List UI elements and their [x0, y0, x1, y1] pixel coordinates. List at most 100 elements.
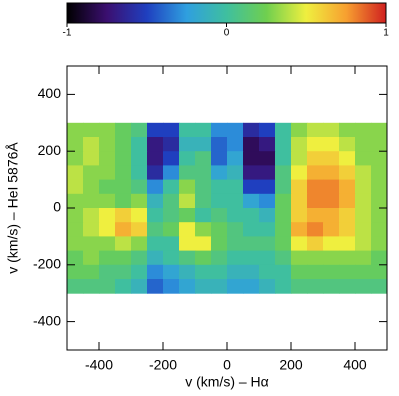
x-axis-title: v (km/s) – Hα: [185, 374, 269, 390]
heatmap-cell: [99, 151, 116, 166]
heatmap-cell: [339, 179, 356, 195]
heatmap-cell: [195, 179, 212, 195]
heatmap-cell: [195, 250, 212, 266]
colorbar-tick-label: 0: [224, 28, 230, 39]
heatmap-cell: [163, 179, 180, 195]
heatmap-cell: [163, 222, 180, 237]
heatmap-cell: [115, 208, 132, 223]
heatmap-cell: [131, 137, 148, 152]
heatmap-cell: [291, 151, 308, 166]
y-tick-label: -400: [33, 312, 61, 328]
heatmap-cell: [83, 264, 100, 280]
heatmap-cell: [275, 165, 292, 181]
heatmap-cell: [99, 236, 116, 252]
heatmap-cell: [355, 279, 372, 294]
heatmap-cell: [275, 151, 292, 166]
heatmap-cell: [355, 193, 372, 209]
heatmap-cell: [275, 279, 292, 294]
heatmap-cell: [339, 208, 356, 223]
x-tick-label: 200: [279, 357, 303, 373]
heatmap-cell: [227, 264, 244, 280]
heatmap-cell: [371, 250, 388, 266]
heatmap-cell: [355, 208, 372, 223]
heatmap-cell: [371, 208, 388, 223]
heatmap-cell: [307, 279, 324, 294]
heatmap-cell: [243, 122, 260, 138]
heatmap-cell: [115, 236, 132, 252]
heatmap-cell: [179, 208, 196, 223]
heatmap-cell: [339, 193, 356, 209]
heatmap-cell: [115, 264, 132, 280]
heatmap-cell: [323, 122, 340, 138]
y-tick-label: 400: [38, 85, 62, 101]
heatmap-cell: [163, 193, 180, 209]
heatmap-cell: [323, 165, 340, 181]
colorbar-tick-label: 1: [383, 28, 389, 39]
heatmap-cell: [67, 151, 84, 166]
y-tick-label: -200: [33, 256, 61, 272]
heatmap-cell: [179, 236, 196, 252]
heatmap-cell: [243, 193, 260, 209]
heatmap-cell: [227, 137, 244, 152]
heatmap-cell: [323, 250, 340, 266]
heatmap-cell: [227, 151, 244, 166]
heatmap-cell: [163, 250, 180, 266]
heatmap-cell: [227, 193, 244, 209]
heatmap-cell: [307, 179, 324, 195]
colorbar-tick-label: -1: [63, 28, 72, 39]
heatmap-cell: [211, 236, 228, 252]
heatmap-cell: [227, 222, 244, 237]
heatmap-cell: [291, 236, 308, 252]
heatmap-cell: [371, 264, 388, 280]
x-tick-label: -400: [85, 357, 113, 373]
heatmap-cell: [131, 165, 148, 181]
heatmap-cell: [291, 222, 308, 237]
heatmap-cell: [307, 208, 324, 223]
heatmap-cell: [67, 279, 84, 294]
heatmap-cell: [323, 151, 340, 166]
heatmap-cell: [147, 165, 164, 181]
heatmap-cell: [67, 208, 84, 223]
heatmap-cell: [227, 179, 244, 195]
heatmap-cell: [227, 236, 244, 252]
heatmap-cell: [211, 264, 228, 280]
heatmap-cell: [259, 193, 276, 209]
heatmap-cell: [355, 222, 372, 237]
heatmap-cell: [259, 264, 276, 280]
heatmap-cell: [99, 122, 116, 138]
heatmap-cell: [131, 222, 148, 237]
heatmap-cell: [259, 179, 276, 195]
heatmap-cell: [131, 264, 148, 280]
heatmap-cell: [195, 222, 212, 237]
heatmap-cell: [339, 122, 356, 138]
y-axis-title: v (km/s) – HeI 5876Å: [5, 142, 21, 274]
heatmap-cell: [307, 137, 324, 152]
heatmap-cell: [371, 137, 388, 152]
heatmap-cell: [83, 208, 100, 223]
heatmap-cell: [179, 179, 196, 195]
heatmap-cell: [291, 179, 308, 195]
heatmap-cell: [275, 264, 292, 280]
heatmap-cell: [323, 264, 340, 280]
heatmap-cell: [131, 279, 148, 294]
heatmap-cell: [99, 193, 116, 209]
heatmap-cell: [291, 279, 308, 294]
heatmap-cell: [339, 236, 356, 252]
heatmap-cell: [131, 193, 148, 209]
heatmap-cell: [243, 208, 260, 223]
heatmap-cell: [99, 165, 116, 181]
heatmap-cell: [339, 264, 356, 280]
heatmap-cell: [115, 122, 132, 138]
heatmap-cell: [275, 137, 292, 152]
heatmap-cell: [259, 165, 276, 181]
heatmap-cell: [259, 122, 276, 138]
heatmap-cell: [275, 122, 292, 138]
heatmap-cell: [307, 236, 324, 252]
heatmap-cell: [211, 208, 228, 223]
heatmap-cell: [371, 236, 388, 252]
heatmap-cell: [307, 222, 324, 237]
heatmap-cell: [323, 137, 340, 152]
heatmap-cell: [163, 151, 180, 166]
heatmap-cell: [147, 264, 164, 280]
heatmap-cell: [115, 165, 132, 181]
